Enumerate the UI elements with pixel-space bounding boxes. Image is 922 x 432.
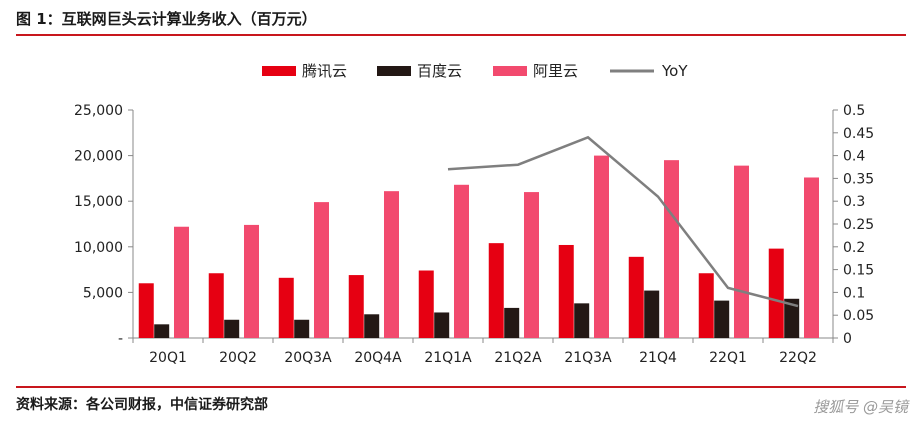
title-rule <box>16 34 906 36</box>
legend-tencent-label: 腾讯云 <box>302 62 347 80</box>
left-tick-label: 10,000 <box>74 240 123 256</box>
bar-alibaba <box>664 160 679 338</box>
bar-tencent <box>138 283 154 338</box>
left-tick-label: 20,000 <box>74 149 123 165</box>
bar-alibaba <box>804 177 819 338</box>
bar-tencent <box>418 270 434 338</box>
left-tick-label: 25,000 <box>74 103 123 119</box>
bar-alibaba <box>244 224 259 338</box>
bar-alibaba <box>594 155 609 338</box>
left-tick-label: 15,000 <box>74 194 123 210</box>
bar-baidu <box>574 303 590 338</box>
bar-baidu <box>644 290 660 338</box>
x-tick-label: 21Q2A <box>494 350 542 366</box>
left-tick-label: - <box>118 331 123 347</box>
bar-baidu <box>224 319 240 338</box>
bar-baidu <box>784 298 800 338</box>
bar-baidu <box>154 324 170 338</box>
legend-tencent-swatch <box>262 66 296 76</box>
bar-baidu <box>364 314 380 338</box>
source-note: 资料来源：各公司财报，中信证券研究部 <box>16 397 268 413</box>
x-tick-label: 22Q2 <box>779 350 817 366</box>
footer-rule <box>16 386 906 388</box>
bar-alibaba <box>384 191 399 338</box>
legend-baidu-label: 百度云 <box>417 62 462 80</box>
bar-baidu <box>504 307 520 338</box>
bar-tencent <box>628 256 644 338</box>
bar-baidu <box>294 319 310 338</box>
yoy-line <box>447 135 799 308</box>
bar-baidu <box>434 312 450 338</box>
right-tick-label: 0.3 <box>843 194 865 210</box>
right-tick-label: 0.15 <box>843 263 874 279</box>
bar-alibaba <box>454 184 469 338</box>
x-tick-label: 20Q2 <box>219 350 257 366</box>
x-tick-label: 22Q1 <box>709 350 747 366</box>
x-tick-label: 20Q4A <box>354 350 402 366</box>
left-tick-label: 5,000 <box>83 285 123 301</box>
legend-alibaba-label: 阿里云 <box>533 62 578 80</box>
bar-tencent <box>558 244 574 338</box>
right-tick-label: 0.5 <box>843 103 865 119</box>
right-tick-label: 0.35 <box>843 171 874 187</box>
right-tick-label: 0.1 <box>843 285 865 301</box>
x-tick-label: 21Q3A <box>564 350 612 366</box>
bar-baidu <box>714 300 730 338</box>
figure-title: 图 1：互联网巨头云计算业务收入（百万元） <box>16 10 317 28</box>
bar-tencent <box>278 277 294 338</box>
legend-yoy-label: YoY <box>661 62 688 80</box>
bar-alibaba <box>174 226 189 338</box>
x-tick-label: 20Q1 <box>149 350 187 366</box>
watermark: 搜狐号 @吴镜 <box>813 398 908 416</box>
bar-alibaba <box>734 165 749 338</box>
right-tick-label: 0.4 <box>843 149 865 165</box>
bar-tencent <box>698 273 714 338</box>
bar-tencent <box>488 243 504 338</box>
right-tick-label: 0.05 <box>843 308 874 324</box>
legend-baidu-swatch <box>377 66 411 76</box>
bar-tencent <box>208 273 224 338</box>
bar-tencent <box>348 275 364 338</box>
x-tick-label: 21Q4 <box>639 350 677 366</box>
bar-alibaba <box>524 192 539 338</box>
x-tick-label: 21Q1A <box>424 350 472 366</box>
right-tick-label: 0.45 <box>843 126 874 142</box>
bar-tencent <box>768 248 784 338</box>
right-tick-label: 0.25 <box>843 217 874 233</box>
bar-alibaba <box>314 202 329 338</box>
x-tick-label: 20Q3A <box>284 350 332 366</box>
right-tick-label: 0 <box>843 331 852 347</box>
right-tick-label: 0.2 <box>843 240 865 256</box>
revenue-chart: - 5,000 10,000 15,000 20,000 25,000 0 0.05 0.1 0.… <box>74 62 874 366</box>
legend-alibaba-swatch <box>493 66 527 76</box>
